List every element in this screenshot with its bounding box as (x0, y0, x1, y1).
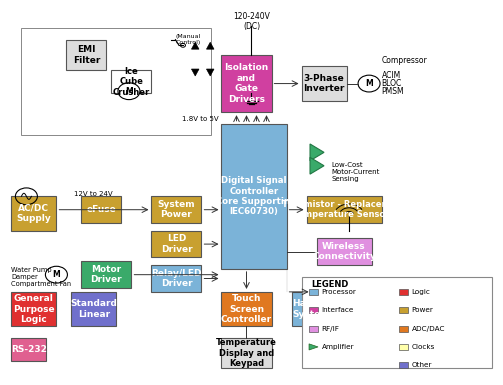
Text: Haptics
System: Haptics System (292, 300, 330, 319)
Bar (399, 289, 408, 295)
FancyBboxPatch shape (81, 196, 121, 223)
Bar (309, 289, 318, 295)
Text: Water Pump
Damper
Compartment Fan: Water Pump Damper Compartment Fan (12, 267, 71, 287)
FancyBboxPatch shape (151, 231, 202, 258)
FancyBboxPatch shape (221, 338, 272, 368)
Text: EMI
Filter: EMI Filter (73, 45, 100, 65)
Text: BLOC: BLOC (382, 79, 402, 88)
Text: Power: Power (411, 307, 434, 313)
Bar (399, 325, 408, 331)
FancyBboxPatch shape (12, 338, 46, 361)
Text: ADC/DAC: ADC/DAC (411, 326, 445, 331)
Bar (399, 344, 408, 350)
Bar (399, 362, 408, 368)
FancyBboxPatch shape (66, 40, 107, 70)
Text: Standard
Linear: Standard Linear (70, 300, 117, 319)
Text: Motor
Driver: Motor Driver (91, 265, 122, 285)
FancyBboxPatch shape (112, 70, 151, 93)
Polygon shape (309, 344, 318, 350)
Polygon shape (310, 144, 324, 161)
FancyBboxPatch shape (221, 124, 287, 269)
Text: Logic: Logic (411, 289, 431, 295)
Polygon shape (192, 42, 199, 49)
Circle shape (358, 75, 380, 92)
Polygon shape (206, 42, 214, 49)
Text: Relay/LED
Driver: Relay/LED Driver (151, 269, 202, 288)
Text: Processor: Processor (321, 289, 357, 295)
Text: Digital Signal
Controller
(Core Supporting
IEC60730): Digital Signal Controller (Core Supporti… (212, 176, 296, 216)
FancyBboxPatch shape (71, 292, 116, 326)
Text: RF/IF: RF/IF (321, 326, 340, 331)
Text: Thermistor - Replacement
Temperature Sensors: Thermistor - Replacement Temperature Sen… (282, 200, 406, 219)
FancyBboxPatch shape (306, 196, 382, 223)
Text: Other: Other (411, 362, 432, 368)
FancyBboxPatch shape (301, 66, 347, 101)
FancyBboxPatch shape (221, 55, 272, 112)
Bar (309, 307, 318, 313)
Text: PMSM: PMSM (382, 87, 404, 96)
FancyBboxPatch shape (81, 261, 131, 288)
FancyBboxPatch shape (151, 196, 202, 223)
Bar (301, 276, 491, 368)
Text: Compressor: Compressor (382, 56, 428, 65)
Text: 12V to 24V: 12V to 24V (74, 191, 113, 198)
FancyBboxPatch shape (12, 292, 56, 326)
Text: Ice
Cube
Crusher: Ice Cube Crusher (113, 67, 150, 97)
FancyBboxPatch shape (316, 238, 372, 265)
Text: Temperature
Display and
Keypad: Temperature Display and Keypad (216, 338, 277, 368)
Polygon shape (310, 157, 324, 174)
Text: (Manual
Control): (Manual Control) (176, 34, 201, 45)
FancyBboxPatch shape (12, 196, 56, 231)
Text: M: M (125, 87, 133, 96)
Text: Wireless
Connectivity: Wireless Connectivity (312, 242, 376, 261)
Text: LED
Driver: LED Driver (160, 234, 192, 254)
Text: 3-Phase
Inverter: 3-Phase Inverter (303, 74, 345, 93)
Circle shape (45, 266, 67, 283)
Text: eFuse: eFuse (87, 205, 116, 214)
Text: Isolation
and
Gate
Drivers: Isolation and Gate Drivers (224, 64, 269, 104)
Bar (22, 28, 211, 135)
Bar (399, 307, 408, 313)
Text: General
Purpose
Logic: General Purpose Logic (13, 294, 55, 324)
Text: Clocks: Clocks (411, 344, 435, 350)
Text: System
Power: System Power (157, 200, 195, 219)
FancyBboxPatch shape (292, 292, 331, 326)
Text: ACIM: ACIM (382, 72, 401, 80)
Text: LEGEND: LEGEND (311, 280, 349, 290)
Text: Amplifier: Amplifier (321, 344, 354, 350)
Polygon shape (206, 69, 214, 76)
Text: (DC): (DC) (243, 22, 260, 32)
Text: Interface: Interface (321, 307, 354, 313)
Bar (309, 325, 318, 331)
Text: AC/DC
Supply: AC/DC Supply (17, 204, 51, 223)
Text: 120-240V: 120-240V (233, 12, 270, 21)
Text: M: M (52, 270, 60, 279)
FancyBboxPatch shape (221, 292, 272, 326)
Text: RS-232: RS-232 (11, 345, 47, 354)
Polygon shape (192, 69, 199, 76)
Text: Touch
Screen
Controller: Touch Screen Controller (221, 294, 272, 324)
Circle shape (118, 83, 140, 100)
Text: 1.8V to 5V: 1.8V to 5V (183, 116, 219, 122)
Text: M: M (365, 79, 373, 88)
FancyBboxPatch shape (151, 265, 202, 292)
Text: Low-Cost
Motor-Current
Sensing: Low-Cost Motor-Current Sensing (331, 162, 380, 182)
